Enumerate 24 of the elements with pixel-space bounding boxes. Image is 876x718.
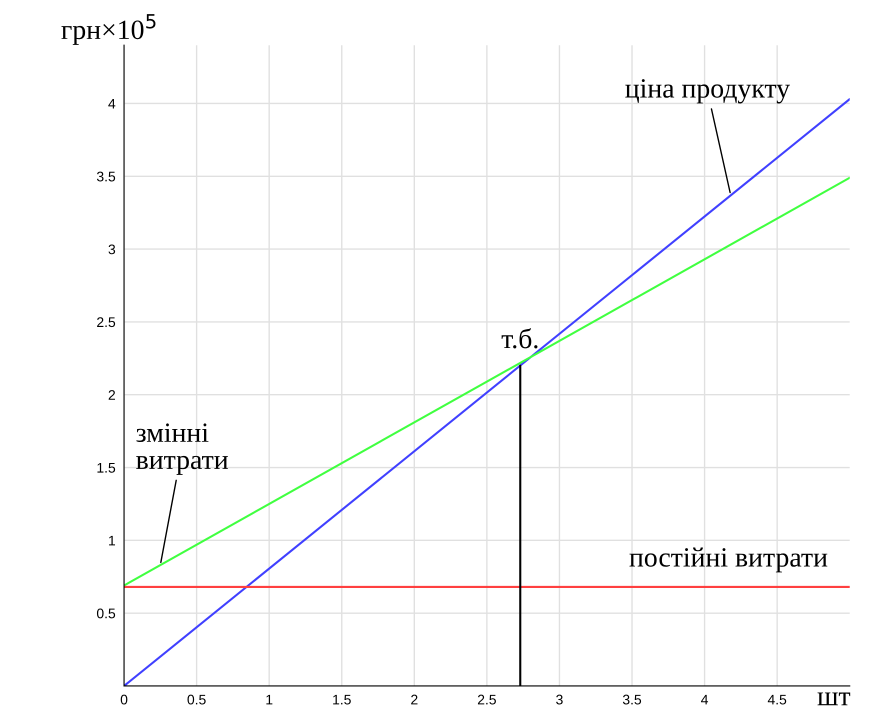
y-tick-label: 4 [108,98,116,109]
y-tick-label: 1.5 [97,463,116,473]
y-tick-label: 0.5 [96,608,116,618]
annotation: т.б. [502,328,538,348]
y-tick-label: 3 [108,244,116,254]
y-axis-title: грн×10$^{5}$ [61,14,156,45]
x-tick-label: 1.5 [333,694,351,705]
annotation: постійні витрати [629,547,828,572]
x-tick-label: 2.5 [478,694,496,705]
x-tick-label: 4.5 [768,694,786,705]
x-tick-label: 3.5 [622,694,642,705]
y-tick-label: 1 [109,536,116,546]
x-tick-label: 2 [411,694,418,704]
x-tick-label: 4 [701,694,708,704]
x-tick-label: 1 [266,694,272,704]
y-tick-label: 2.5 [97,317,116,328]
y-tick-label: 2 [108,390,116,400]
x-axis-title: шт [818,692,850,706]
annotation: змінні витрати [136,423,228,475]
x-tick-label: 0 [120,694,128,705]
annotation: ціна продукту [625,79,790,104]
y-tick-label: 3.5 [96,172,116,182]
x-tick-label: 0.5 [188,694,206,705]
x-tick-label: 3 [556,694,563,705]
